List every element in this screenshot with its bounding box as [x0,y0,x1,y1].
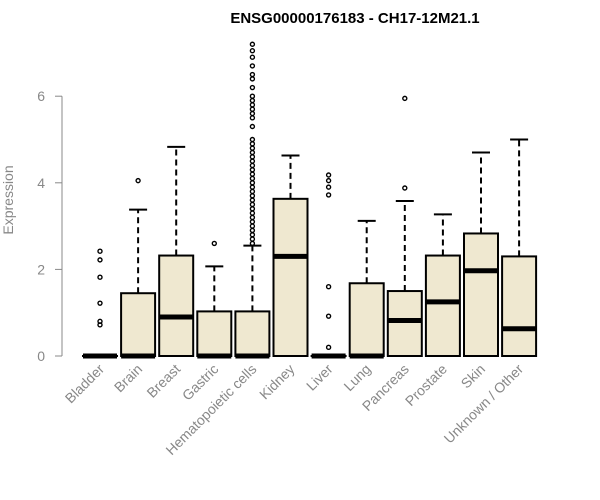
outlier-point [325,344,332,351]
outlier-point [249,219,256,225]
outlier-point [249,93,256,99]
box-prostate [424,213,461,358]
outlier-point [402,185,408,191]
y-tick-label: 2 [37,261,45,277]
outlier-point [249,180,256,186]
outlier-point [249,154,256,160]
outlier-point [249,184,256,190]
outlier-point [97,300,103,306]
y-axis: 0 2 4 6 [37,88,63,364]
x-tick-label: Prostate [402,361,450,409]
y-tick-label: 6 [37,88,45,104]
box-body [234,310,271,357]
outlier-point [249,223,256,229]
x-tick-label: Breast [143,361,183,401]
box-body [348,282,385,358]
box-body [158,254,195,358]
box-body [463,232,499,357]
x-tick-label: Bladder [62,361,108,407]
outlier-point [249,158,256,164]
outlier-point [249,106,256,112]
outlier-point [249,149,256,156]
outlier-point [249,201,256,208]
outlier-point [249,210,256,216]
x-tick-label: Lung [340,361,373,394]
box-liver [310,172,347,359]
outlier-point [249,63,256,69]
box-skin [463,151,499,357]
outlier-point [249,175,256,182]
outlier-point [249,84,256,91]
box-body [424,254,461,358]
box-unknown-other [501,138,538,357]
outlier-point [325,313,332,319]
outlier-point [249,162,256,169]
box-body [120,292,157,357]
y-tick-label: 4 [37,175,45,191]
y-axis-label: Expression [0,165,16,234]
outlier-point [325,172,332,178]
outlier-point [135,177,141,184]
x-tick-label: Liver [303,361,336,394]
outlier-point [249,227,256,234]
outlier-point [249,136,256,143]
box-pancreas [386,95,423,357]
box-kidney [272,154,309,357]
outlier-point [211,240,218,247]
outlier-point [325,284,332,290]
outlier-point [249,236,256,242]
box-body [272,197,309,357]
box-body [196,310,233,357]
outlier-point [249,214,256,221]
chart-title: ENSG00000176183 - CH17-12M21.1 [230,10,479,27]
outlier-point [97,318,103,325]
y-tick-label: 0 [37,348,45,364]
box-lung [348,219,385,359]
outlier-point [249,188,256,195]
box-series [82,41,538,359]
outlier-point [97,274,103,280]
outlier-point [249,197,256,203]
outlier-point [325,177,332,184]
x-tick-label: Skin [458,361,489,392]
outlier-point [249,97,256,104]
box-bladder [82,248,118,359]
outlier-point [249,71,256,78]
outlier-point [249,232,256,238]
outlier-point [97,248,103,254]
outlier-point [249,115,256,121]
outlier-point [249,240,256,247]
outlier-point [249,102,256,108]
box-body [501,255,538,357]
outlier-point [402,95,408,102]
outlier-point [249,110,256,117]
box-hematopoietic-cells [234,41,271,359]
box-breast [158,145,195,358]
outlier-point [249,171,256,177]
outlier-point [325,192,332,198]
outlier-point [249,76,256,82]
box-body [386,290,423,357]
outlier-point [325,184,332,190]
outlier-point [249,141,256,147]
outlier-point [249,145,256,151]
x-tick-label: Kidney [256,361,298,403]
box-gastric [196,240,233,359]
box-brain [120,177,157,359]
outlier-point [249,123,256,130]
x-tick-label: Brain [111,361,145,395]
outlier-point [249,193,256,199]
outlier-point [249,167,256,173]
outlier-point [249,41,256,47]
outlier-point [249,48,256,54]
outlier-point [249,206,256,212]
outlier-point [97,257,103,263]
outlier-point [249,54,256,60]
